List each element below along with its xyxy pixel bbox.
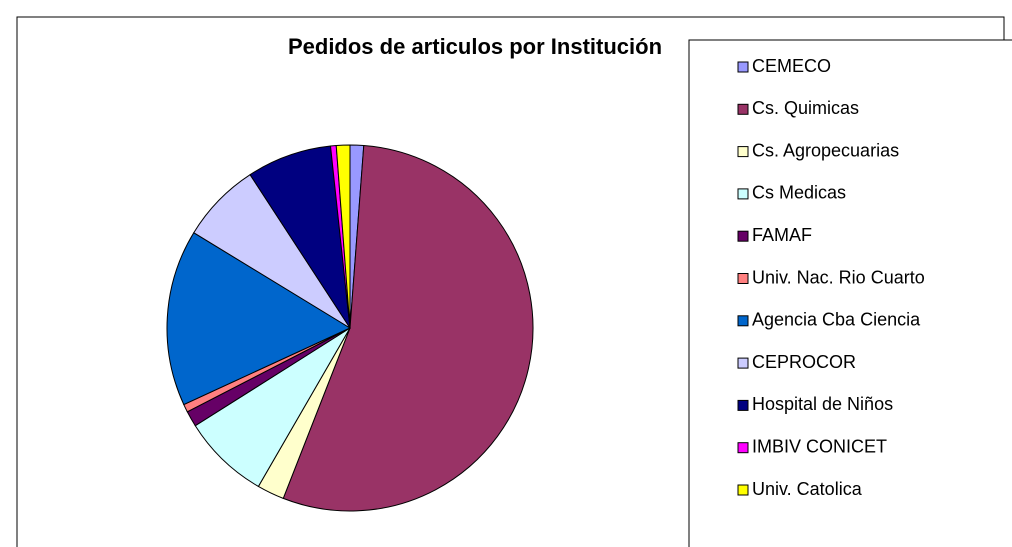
legend-label: FAMAF — [752, 225, 812, 245]
legend-label: Cs. Agropecuarias — [752, 140, 899, 160]
legend-label: Cs Medicas — [752, 183, 846, 203]
legend-label: CEPROCOR — [752, 352, 856, 372]
pie-slice — [335, 144, 351, 329]
legend-box — [688, 39, 1012, 547]
legend-swatch — [737, 484, 749, 496]
legend-swatch — [737, 357, 749, 369]
legend-swatch — [737, 315, 749, 327]
legend-label: Univ. Nac. Rio Cuarto — [752, 267, 925, 287]
pie-slice — [282, 144, 534, 512]
legend-label: Cs. Quimicas — [752, 98, 859, 118]
legend-swatch — [737, 188, 749, 200]
legend-swatch — [737, 442, 749, 454]
chart-title: Pedidos de articulos por Institución — [288, 34, 662, 59]
legend-label: Agencia Cba Ciencia — [752, 310, 921, 330]
legend-swatch — [737, 103, 749, 115]
legend-label: IMBIV CONICET — [752, 436, 887, 456]
legend-label: CEMECO — [752, 56, 831, 76]
legend-swatch — [737, 61, 749, 73]
legend-swatch — [737, 399, 749, 411]
legend-label: Hospital de Niños — [752, 394, 893, 414]
legend-swatch — [737, 230, 749, 242]
legend-swatch — [737, 146, 749, 158]
legend-label: Univ. Catolica — [752, 479, 863, 499]
pie-slice — [166, 232, 352, 406]
legend: CEMECO Cs. Quimicas Cs. Agropecuarias Cs Me… — [737, 56, 925, 499]
pie — [166, 144, 534, 512]
legend-swatch — [737, 273, 749, 284]
